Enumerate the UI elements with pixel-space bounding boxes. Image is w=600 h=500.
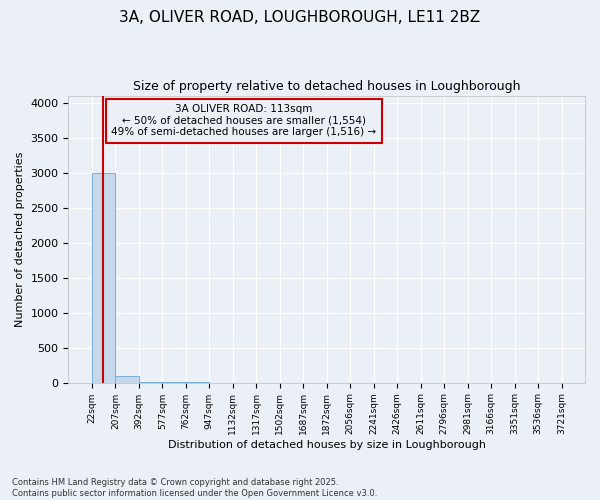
Bar bbox=[92, 172, 115, 382]
X-axis label: Distribution of detached houses by size in Loughborough: Distribution of detached houses by size … bbox=[168, 440, 486, 450]
Text: Contains HM Land Registry data © Crown copyright and database right 2025.
Contai: Contains HM Land Registry data © Crown c… bbox=[12, 478, 377, 498]
Bar bbox=[115, 376, 139, 382]
Text: 3A, OLIVER ROAD, LOUGHBOROUGH, LE11 2BZ: 3A, OLIVER ROAD, LOUGHBOROUGH, LE11 2BZ bbox=[119, 10, 481, 25]
Text: 3A OLIVER ROAD: 113sqm
← 50% of detached houses are smaller (1,554)
49% of semi-: 3A OLIVER ROAD: 113sqm ← 50% of detached… bbox=[112, 104, 377, 138]
Y-axis label: Number of detached properties: Number of detached properties bbox=[15, 152, 25, 327]
Title: Size of property relative to detached houses in Loughborough: Size of property relative to detached ho… bbox=[133, 80, 520, 93]
